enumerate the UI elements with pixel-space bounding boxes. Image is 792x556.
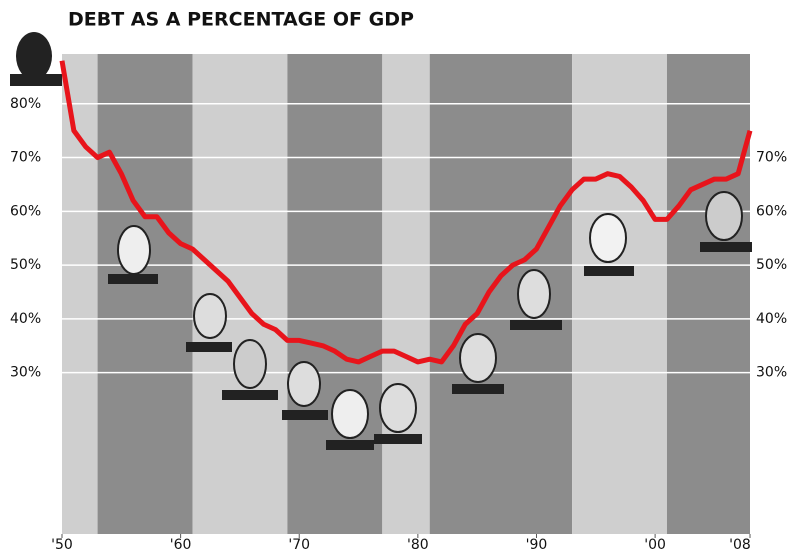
term-band (572, 54, 667, 534)
y-tick-label: 30% (10, 365, 41, 381)
portrait (10, 32, 62, 86)
x-tick-label: '60 (170, 537, 192, 553)
y-tick-label: 80% (10, 96, 41, 112)
y-tick-label: 40% (10, 311, 41, 327)
background-layer: 30% 40% 50% 60% 70% 80% 30% 40% 50% 60% 70% '50 '60 '… (10, 54, 787, 553)
page: 30% 40% 50% 60% 70% 80% 30% 40% 50% 60% 70% '50 '60 '… (0, 0, 792, 556)
chart-title: DEBT AS A PERCENTAGE OF GDP (68, 9, 414, 31)
y-tick-label: 50% (10, 257, 41, 273)
x-tick-label: '70 (288, 537, 310, 553)
x-tick-label: '08 (729, 537, 751, 553)
y-tick-label: 70% (10, 150, 41, 166)
term-band (287, 54, 382, 534)
chart: 30% 40% 50% 60% 70% 80% 30% 40% 50% 60% 70% '50 '60 '… (0, 0, 792, 556)
y-tick-label: 60% (10, 203, 41, 219)
x-tick-label: '50 (51, 537, 73, 553)
y2-tick-label: 30% (756, 365, 787, 381)
y2-tick-label: 40% (756, 311, 787, 327)
term-band (382, 54, 429, 534)
term-band (62, 54, 98, 534)
x-tick-label: '90 (526, 537, 548, 553)
x-tick-label: '00 (644, 537, 666, 553)
term-band (98, 54, 193, 534)
y2-tick-label: 70% (756, 150, 787, 166)
y2-tick-label: 50% (756, 257, 787, 273)
term-band (667, 54, 750, 534)
x-tick-label: '80 (407, 537, 429, 553)
y2-tick-label: 60% (756, 203, 787, 219)
